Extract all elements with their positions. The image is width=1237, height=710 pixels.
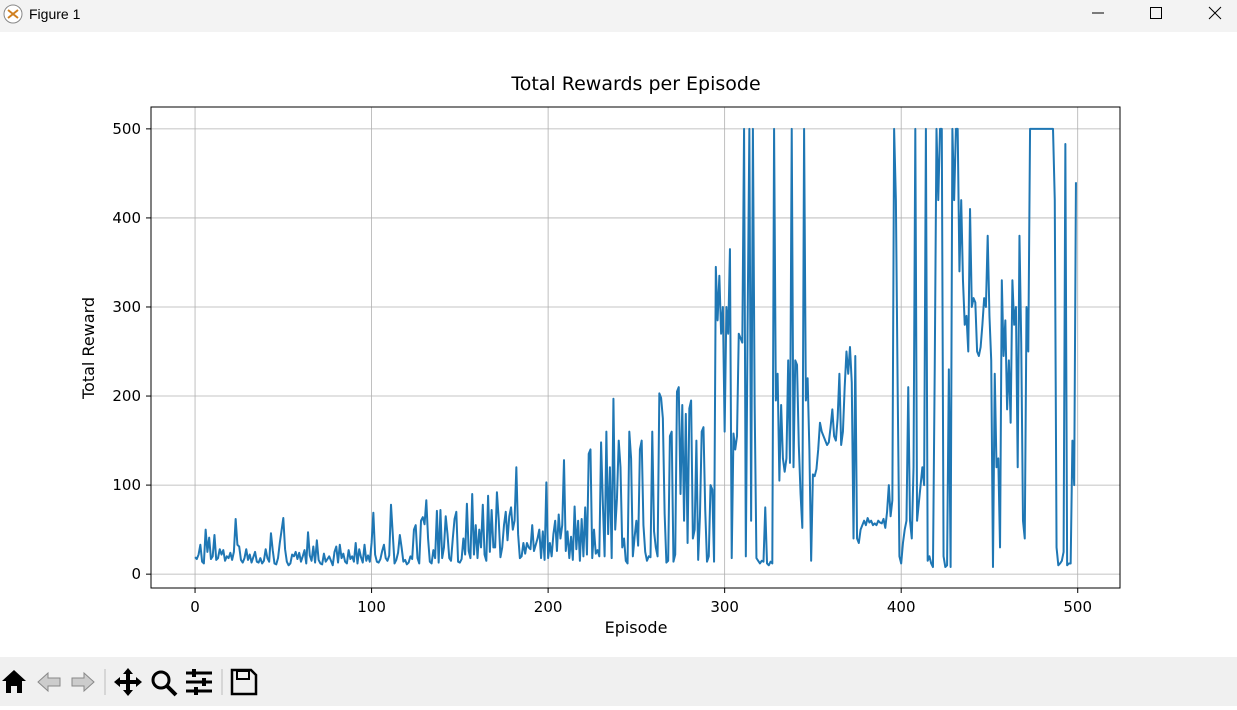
app-icon-mark bbox=[7, 9, 19, 19]
slider-knob bbox=[194, 687, 198, 695]
forward-button[interactable] bbox=[71, 671, 95, 693]
toolbar-icons bbox=[2, 668, 258, 697]
save-button[interactable] bbox=[230, 668, 258, 696]
x-axis-label: Episode bbox=[605, 618, 668, 637]
title-bar: Figure 1 bbox=[0, 0, 1237, 32]
back-button[interactable] bbox=[37, 671, 61, 693]
window-title: Figure 1 bbox=[29, 6, 81, 22]
x-tick-label: 200 bbox=[534, 598, 563, 616]
y-tick-label: 500 bbox=[112, 120, 141, 138]
x-tick-label: 500 bbox=[1063, 598, 1092, 616]
y-tick-label: 300 bbox=[112, 298, 141, 316]
configure-button[interactable] bbox=[186, 671, 212, 693]
zoom-handle bbox=[165, 684, 178, 697]
y-tick-label: 0 bbox=[131, 565, 141, 583]
x-tick-label: 100 bbox=[357, 598, 386, 616]
y-tick-label: 400 bbox=[112, 209, 141, 227]
plot-frame bbox=[150, 106, 1121, 589]
slider-knob bbox=[192, 669, 196, 677]
x-tick-label: 400 bbox=[887, 598, 916, 616]
save-icon-part bbox=[236, 670, 250, 680]
y-axis-label: Total Reward bbox=[79, 297, 98, 400]
y-tick-label: 100 bbox=[112, 476, 141, 494]
data-line bbox=[194, 127, 1077, 569]
home-button[interactable] bbox=[2, 670, 26, 693]
title-bar-graphics bbox=[3, 4, 1222, 24]
close-button[interactable] bbox=[1208, 6, 1222, 20]
maximize-button[interactable] bbox=[1150, 7, 1162, 19]
y-tick-label: 200 bbox=[112, 387, 141, 405]
x-tick-label: 0 bbox=[190, 598, 200, 616]
slider-knob bbox=[202, 678, 206, 686]
x-tick-label: 300 bbox=[710, 598, 739, 616]
zoom-button[interactable] bbox=[151, 670, 171, 690]
chart-title: Total Rewards per Episode bbox=[510, 73, 760, 95]
chart: Total Rewards per Episode Episode Total … bbox=[79, 73, 1121, 637]
toolbar bbox=[0, 657, 1237, 706]
pan-button[interactable] bbox=[114, 668, 142, 696]
